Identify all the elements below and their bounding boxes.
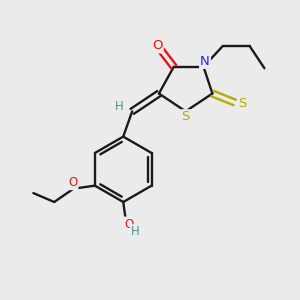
Text: N: N — [200, 55, 210, 68]
Text: O: O — [124, 218, 133, 230]
Text: H: H — [114, 100, 123, 113]
Text: S: S — [182, 110, 190, 123]
Text: O: O — [68, 176, 78, 189]
Text: H: H — [131, 225, 140, 238]
Text: O: O — [152, 40, 163, 52]
Text: S: S — [238, 98, 247, 110]
